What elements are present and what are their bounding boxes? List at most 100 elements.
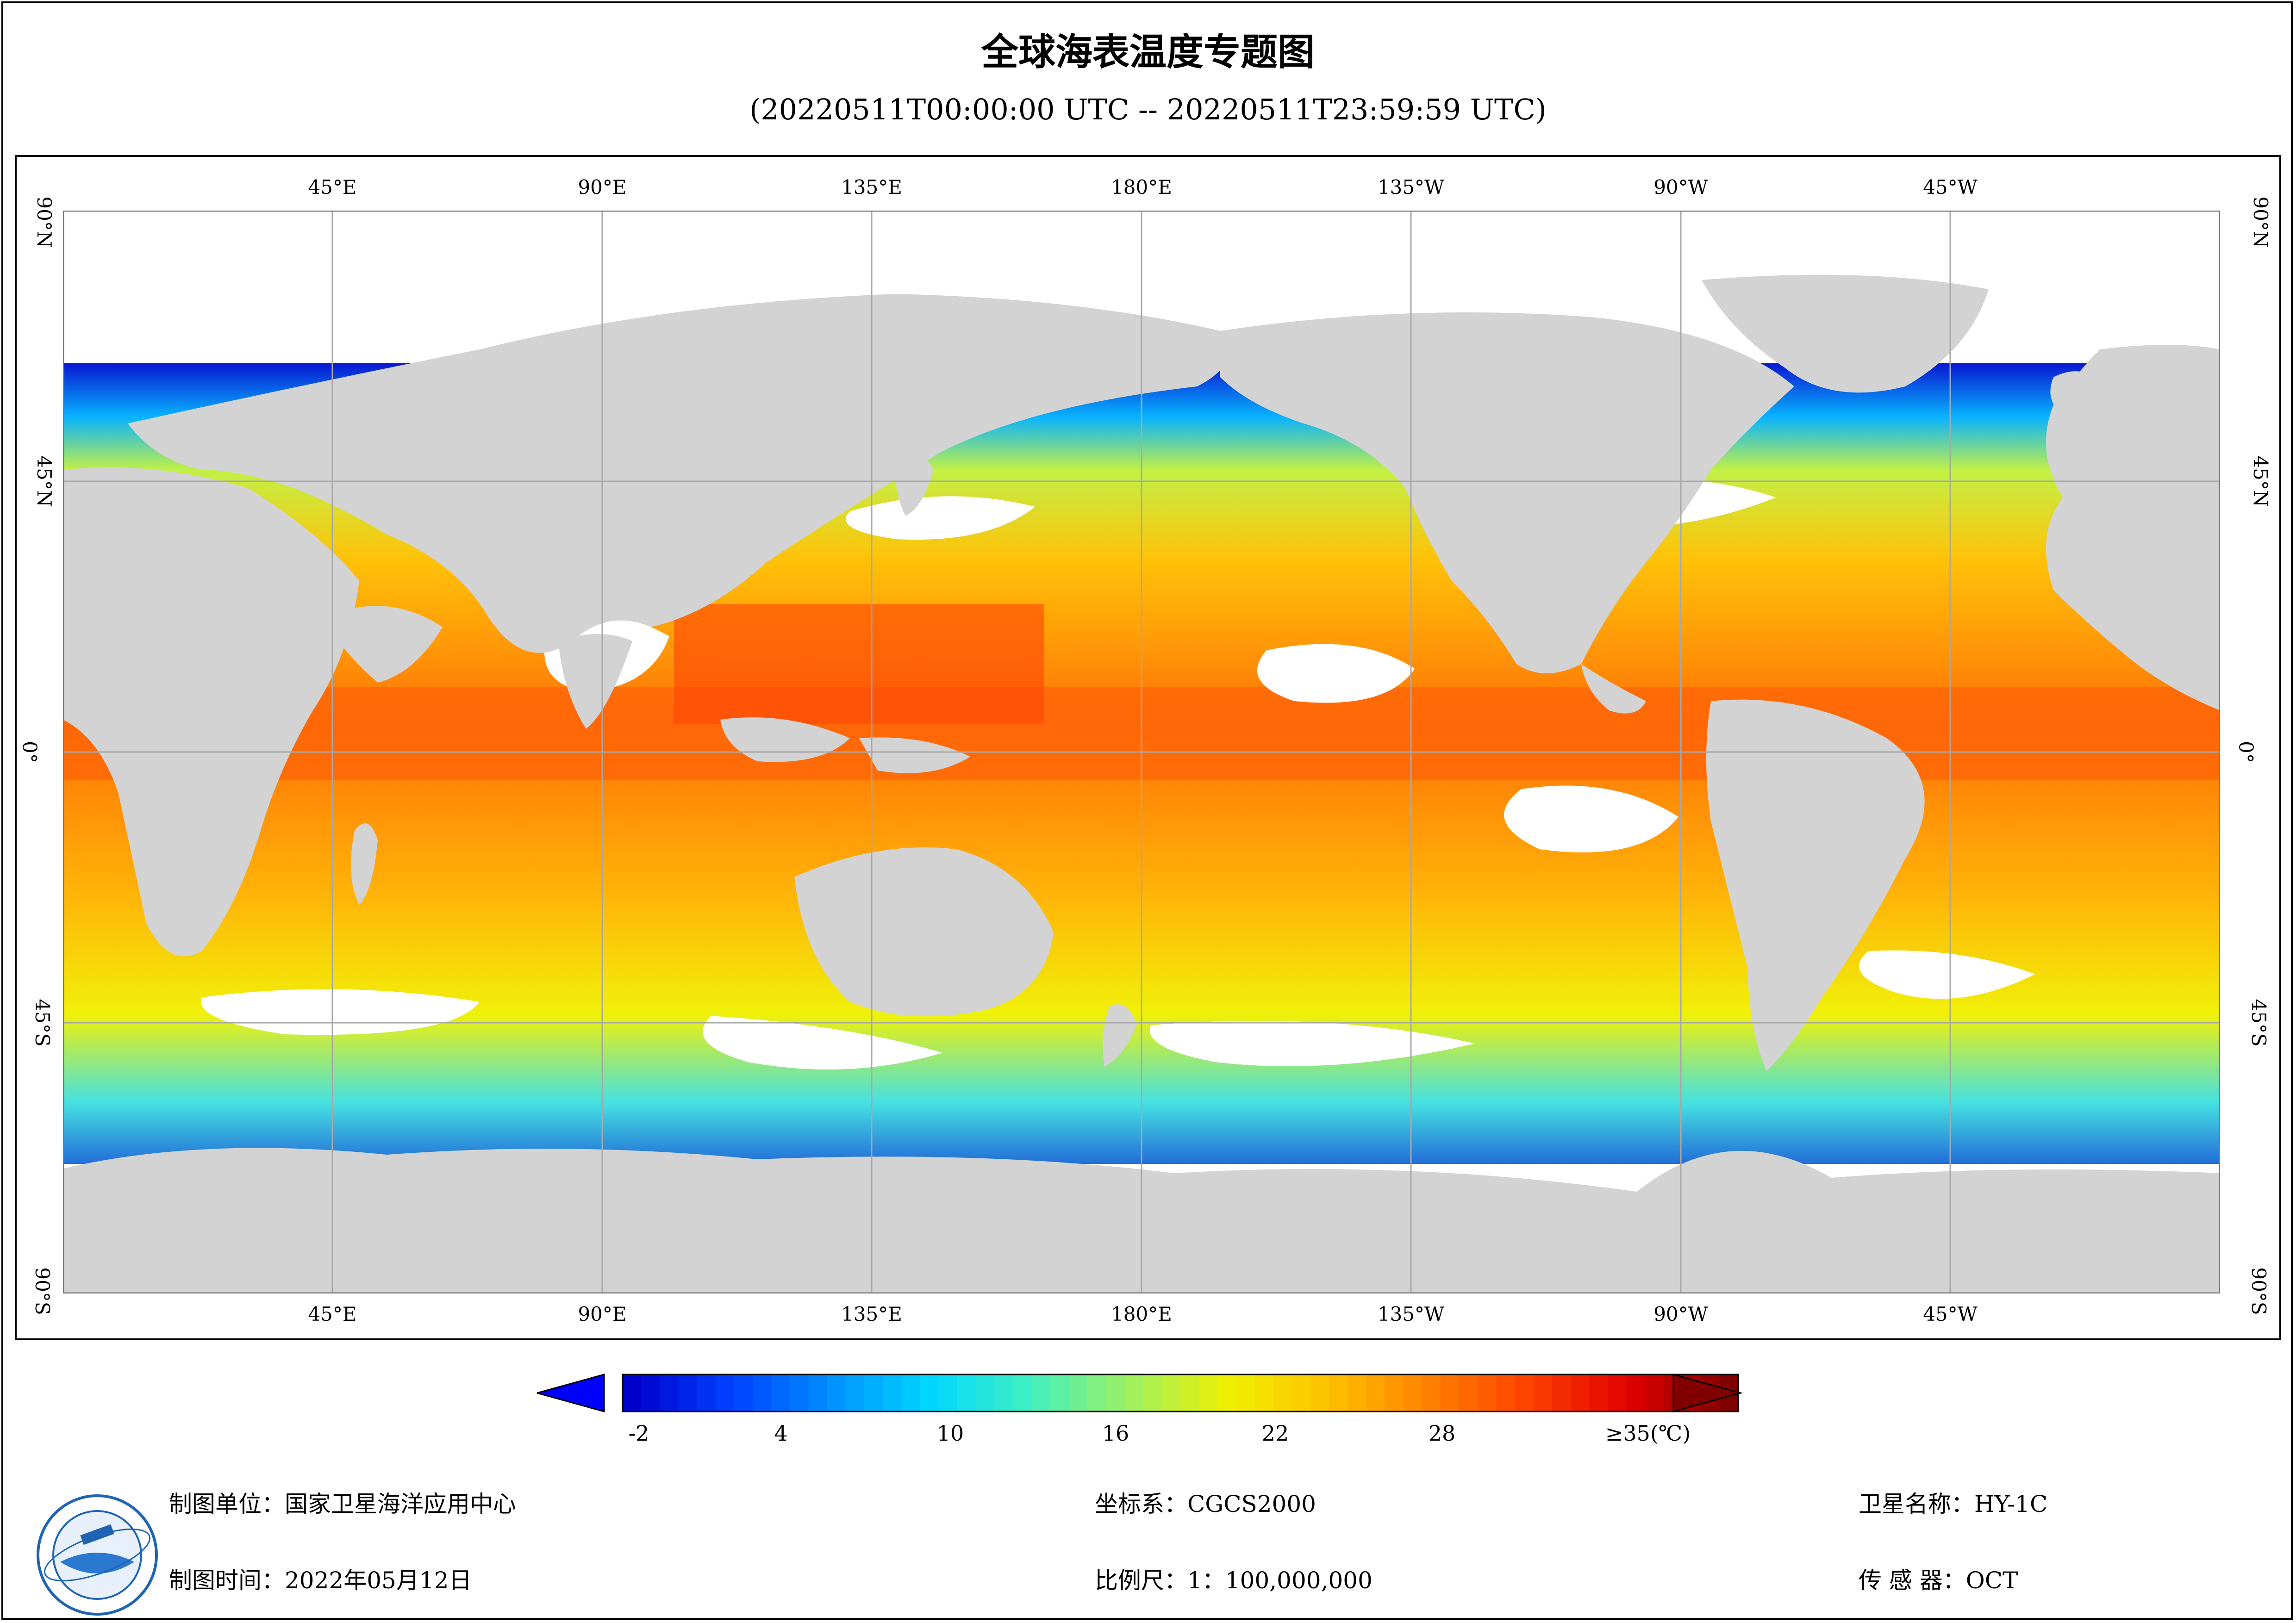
lat-label-right: 90°N: [2249, 196, 2272, 248]
colorbar-cell: [641, 1374, 660, 1412]
europe-africa-right: [2046, 345, 2220, 710]
colorbar-tick: 4: [774, 1421, 788, 1446]
colorbar-cell: [1310, 1374, 1329, 1412]
colorbar-cell: [1069, 1374, 1088, 1412]
colorbar-low-arrow: [537, 1374, 605, 1412]
colorbar-cell: [790, 1374, 809, 1412]
colorbar-cell: [734, 1374, 753, 1412]
colorbar-cell: [1106, 1374, 1125, 1412]
eurasia: [128, 294, 1228, 653]
footer-sensor: 传 感 器：OCT: [1859, 1567, 2018, 1594]
lon-label-bottom: 90°W: [1653, 1303, 1708, 1325]
colorbar-cell: [957, 1374, 976, 1412]
north-america: [1220, 312, 1794, 673]
colorbar-cell: [883, 1374, 902, 1412]
lat-label-left: 45°N: [33, 455, 56, 507]
colorbar-cell: [1645, 1374, 1664, 1412]
colorbar-cell: [1292, 1374, 1311, 1412]
colorbar-tick: 22: [1261, 1421, 1289, 1446]
colorbar: [537, 1374, 1743, 1412]
footer-scale: 比例尺：1：100,000,000: [1095, 1567, 1373, 1594]
colorbar-cell: [697, 1374, 716, 1412]
colorbar-cell: [1441, 1374, 1460, 1412]
colorbar-cell: [846, 1374, 865, 1412]
lat-label-left: 90°N: [33, 196, 56, 248]
colorbar-cell: [1552, 1374, 1572, 1412]
colorbar-cell: [1031, 1374, 1051, 1412]
map-frame: [15, 155, 2281, 1340]
lat-label-left: 45°S: [31, 999, 54, 1047]
colorbar-tick: 16: [1102, 1421, 1129, 1446]
lon-label-top: 45°E: [308, 176, 357, 199]
footer-date: 制图时间：2022年05月12日: [169, 1567, 472, 1594]
colorbar-cell: [1366, 1374, 1385, 1412]
colorbar-cell: [1496, 1374, 1516, 1412]
colorbar-cell: [1571, 1374, 1590, 1412]
map-subtitle: (20220511T00:00:00 UTC -- 20220511T23:59…: [749, 93, 1547, 126]
colorbar-cell: [994, 1374, 1014, 1412]
south-america: [1706, 699, 1925, 1071]
colorbar-cell: [864, 1374, 883, 1412]
greenland: [1702, 274, 1989, 393]
colorbar-cell: [1254, 1374, 1274, 1412]
lat-label-left: 90°S: [31, 1267, 54, 1315]
colorbar-cell: [808, 1374, 828, 1412]
colorbar-cell: [623, 1374, 642, 1412]
colorbar-tick: 10: [936, 1421, 964, 1446]
footer-org: 制图单位：国家卫星海洋应用中心: [169, 1491, 516, 1517]
lat-label-right: 45°N: [2249, 455, 2272, 507]
colorbar-tick: ≥35(℃): [1605, 1421, 1691, 1446]
colorbar-cell: [1180, 1374, 1199, 1412]
lon-label-top: 90°W: [1653, 176, 1708, 199]
colorbar-tick: 28: [1428, 1421, 1456, 1446]
colorbar-cell: [678, 1374, 698, 1412]
graticule: [63, 211, 2220, 1293]
lon-label-top: 135°W: [1377, 176, 1445, 199]
colorbar-cell: [1534, 1374, 1553, 1412]
colorbar-cell: [901, 1374, 921, 1412]
lon-label-bottom: 45°E: [308, 1303, 357, 1325]
colorbar-cell: [660, 1374, 679, 1412]
lon-label-bottom: 135°W: [1377, 1303, 1445, 1325]
colorbar-cell: [827, 1374, 846, 1412]
footer-satellite: 卫星名称：HY-1C: [1859, 1491, 2048, 1517]
colorbar-cell: [1236, 1374, 1255, 1412]
colorbar-cell: [753, 1374, 772, 1412]
colorbar-cell: [1199, 1374, 1218, 1412]
colorbar-cell: [1478, 1374, 1497, 1412]
lat-label-right: 0°: [2234, 741, 2258, 763]
map-title: 全球海表温度专题图: [981, 31, 1315, 74]
lon-label-bottom: 45°W: [1923, 1303, 1978, 1325]
lon-label-top: 45°W: [1923, 176, 1978, 199]
colorbar-cell: [1589, 1374, 1609, 1412]
lon-label-bottom: 90°E: [578, 1303, 627, 1325]
colorbar-cell: [1404, 1374, 1423, 1412]
lon-label-bottom: 135°E: [841, 1303, 902, 1325]
lat-label-left: 0°: [18, 741, 41, 763]
nsoas-logo: [37, 1494, 158, 1616]
colorbar-cell: [771, 1374, 791, 1412]
colorbar-cell: [715, 1374, 735, 1412]
colorbar-cell: [1627, 1374, 1646, 1412]
colorbar-cell: [1329, 1374, 1348, 1412]
lon-label-top: 90°E: [578, 176, 627, 199]
colorbar-tick: -2: [628, 1421, 649, 1446]
colorbar-cell: [1273, 1374, 1292, 1412]
colorbar-cell: [1608, 1374, 1627, 1412]
colorbar-cell: [920, 1374, 939, 1412]
colorbar-cell: [1459, 1374, 1479, 1412]
colorbar-cell: [1124, 1374, 1144, 1412]
colorbar-cell: [1143, 1374, 1162, 1412]
colorbar-cell: [1515, 1374, 1534, 1412]
lat-label-right: 45°S: [2247, 999, 2271, 1047]
colorbar-cell: [1348, 1374, 1367, 1412]
australia: [794, 847, 1054, 1017]
colorbar-cell: [1087, 1374, 1106, 1412]
colorbar-cell: [1161, 1374, 1181, 1412]
colorbar-cells: [623, 1374, 1739, 1412]
colorbar-cell: [1385, 1374, 1404, 1412]
footer-coord: 坐标系：CGCS2000: [1095, 1491, 1316, 1517]
colorbar-cell: [938, 1374, 958, 1412]
lat-label-right: 90°S: [2247, 1267, 2271, 1315]
